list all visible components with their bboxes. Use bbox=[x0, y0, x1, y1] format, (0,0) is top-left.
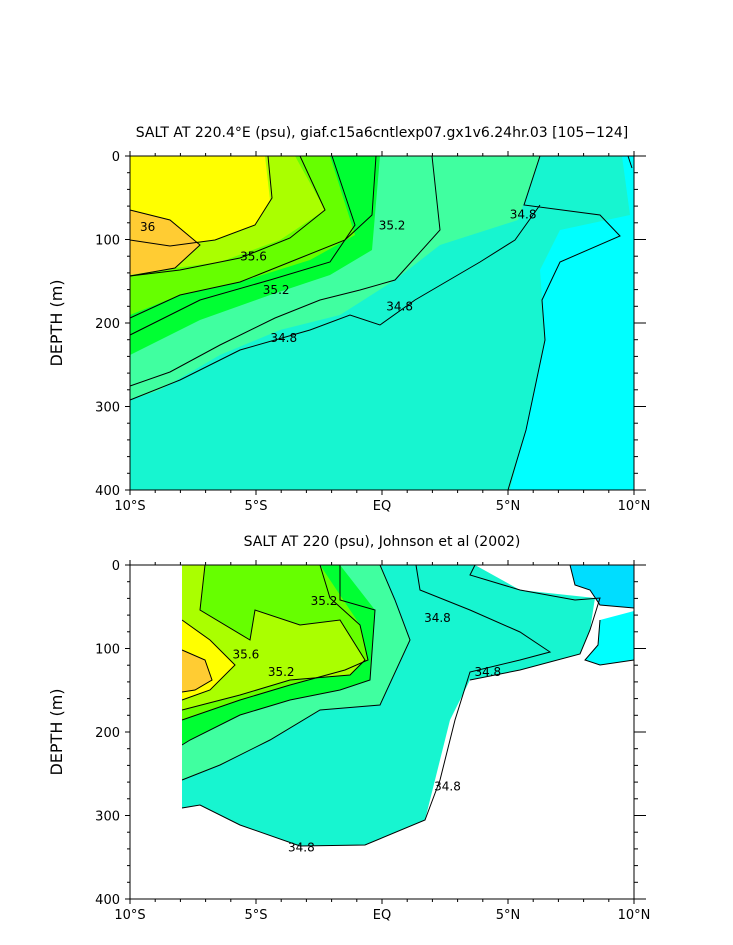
y-tick-label: 100 bbox=[95, 643, 120, 658]
contour-line bbox=[569, 564, 635, 609]
y-axis-label: DEPTH (m) bbox=[47, 688, 66, 775]
x-tick-label: 10°N bbox=[618, 499, 651, 514]
contour-label: 34.8 bbox=[474, 665, 501, 679]
y-tick-label: 200 bbox=[95, 317, 120, 332]
contour-line bbox=[181, 649, 213, 693]
contour-label: 35.2 bbox=[268, 665, 295, 679]
region-35.6 bbox=[182, 565, 365, 710]
x-tick-label: 5°S bbox=[244, 908, 267, 923]
contour-line bbox=[627, 155, 633, 169]
contour-line bbox=[584, 619, 635, 666]
x-tick-label: 5°N bbox=[496, 908, 521, 923]
x-tick-label: 10°N bbox=[618, 908, 651, 923]
x-tick-label: EQ bbox=[373, 908, 391, 923]
contour-line bbox=[129, 209, 201, 277]
contour-label: 35.2 bbox=[263, 283, 290, 297]
contour-line bbox=[181, 564, 552, 847]
y-tick-label: 300 bbox=[95, 810, 120, 825]
contour-line bbox=[181, 565, 376, 746]
contour-label: 34.8 bbox=[510, 208, 537, 222]
contour-lines bbox=[129, 155, 633, 491]
region-36.0 bbox=[130, 210, 200, 275]
chart-title: SALT AT 220.4°E (psu), giaf.c15a6cntlexp… bbox=[136, 125, 629, 141]
y-tick-label: 300 bbox=[95, 401, 120, 416]
contour-line bbox=[507, 155, 621, 491]
x-tick-label: 10°S bbox=[114, 499, 145, 514]
contour-line bbox=[129, 204, 541, 401]
contour-lines bbox=[181, 564, 635, 847]
contour-labels: 35.2 35.6 35.2 34.8 34.8 34.8 34.8 bbox=[233, 594, 502, 854]
panel-observations: 35.2 35.6 35.2 34.8 34.8 34.8 34.8 10°S 5°S EQ 5°… bbox=[47, 534, 650, 923]
y-tick-label: 0 bbox=[112, 150, 120, 165]
x-tick-label: EQ bbox=[373, 499, 391, 514]
contour-line bbox=[181, 619, 236, 701]
region-36.0 bbox=[182, 650, 212, 692]
y-axis-label: DEPTH (m) bbox=[47, 279, 66, 366]
y-tick-label: 100 bbox=[95, 234, 120, 249]
contour-label: 34.8 bbox=[288, 840, 315, 854]
region-34.4 bbox=[570, 565, 634, 608]
x-axis: 10°S 5°S EQ 5°N 10°N bbox=[114, 560, 650, 923]
contour-label: 35.6 bbox=[240, 249, 267, 263]
x-axis: 10°S 5°S EQ 5°N 10°N bbox=[114, 151, 650, 514]
y-axis: 0 100 200 300 400 bbox=[95, 559, 646, 908]
contour-line bbox=[129, 155, 273, 247]
contour-line bbox=[129, 155, 377, 319]
contour-label: 35.2 bbox=[379, 218, 406, 232]
contour-label: 34.8 bbox=[434, 779, 461, 793]
contour-line bbox=[129, 155, 356, 336]
y-tick-label: 200 bbox=[95, 726, 120, 741]
x-tick-label: 5°S bbox=[244, 499, 267, 514]
contour-line bbox=[129, 155, 441, 387]
contour-label: 34.8 bbox=[424, 611, 451, 625]
y-tick-label: 400 bbox=[95, 484, 120, 499]
chart-title: SALT AT 220 (psu), Johnson et al (2002) bbox=[244, 534, 521, 550]
contour-labels: 36 35.6 35.2 35.2 34.8 34.8 34.8 bbox=[140, 208, 536, 346]
x-tick-label: 10°S bbox=[114, 908, 145, 923]
contour-line bbox=[181, 564, 366, 711]
contour-label: 36 bbox=[140, 220, 155, 234]
contour-label: 35.2 bbox=[311, 594, 338, 608]
y-tick-label: 400 bbox=[95, 893, 120, 908]
contour-line bbox=[129, 155, 326, 277]
no-data-area bbox=[131, 565, 182, 899]
contour-label: 34.8 bbox=[386, 299, 413, 313]
region-34.6 bbox=[475, 565, 634, 665]
y-axis: 0 100 200 300 400 bbox=[95, 150, 646, 499]
contour-line bbox=[181, 564, 369, 721]
contour-line bbox=[181, 564, 411, 781]
x-tick-label: 5°N bbox=[496, 499, 521, 514]
contour-line bbox=[469, 564, 601, 681]
contour-label: 34.8 bbox=[270, 331, 297, 345]
contour-label: 35.6 bbox=[233, 648, 260, 662]
y-tick-label: 0 bbox=[112, 559, 120, 574]
